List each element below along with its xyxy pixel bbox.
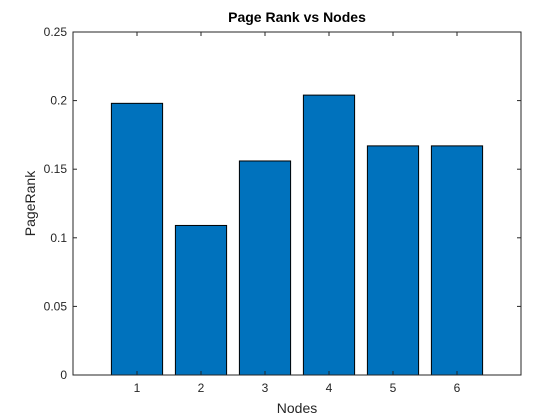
bars-group [110,94,484,376]
x-tick-label: 4 [326,381,333,395]
y-tick-label: 0.25 [44,25,68,39]
x-axis-label: Nodes [277,400,317,416]
x-tick-label: 6 [454,381,461,395]
bar-node-4 [302,94,356,376]
bar-node-5 [366,145,420,376]
bar-node-1 [110,102,164,376]
y-tick-label: 0 [60,368,67,382]
y-tick-label: 0.2 [50,94,67,108]
bar-node-6 [430,145,484,376]
y-tick-label: 0.15 [44,162,68,176]
x-tick-label: 2 [198,381,205,395]
x-tick-label: 5 [390,381,397,395]
chart-title: Page Rank vs Nodes [228,9,366,25]
x-tick-label: 1 [134,381,141,395]
bar-node-3 [238,160,292,376]
x-tick-label: 3 [262,381,269,395]
y-axis-label: PageRank [22,170,38,236]
y-tick-label: 0.1 [50,231,67,245]
plot-frame [72,31,522,376]
ticks-group: 1 2 3 4 5 6 0 0.05 0.1 0.15 0.2 0.25 [44,25,521,395]
y-tick-label: 0.05 [44,299,68,313]
bar-node-2 [174,224,228,376]
